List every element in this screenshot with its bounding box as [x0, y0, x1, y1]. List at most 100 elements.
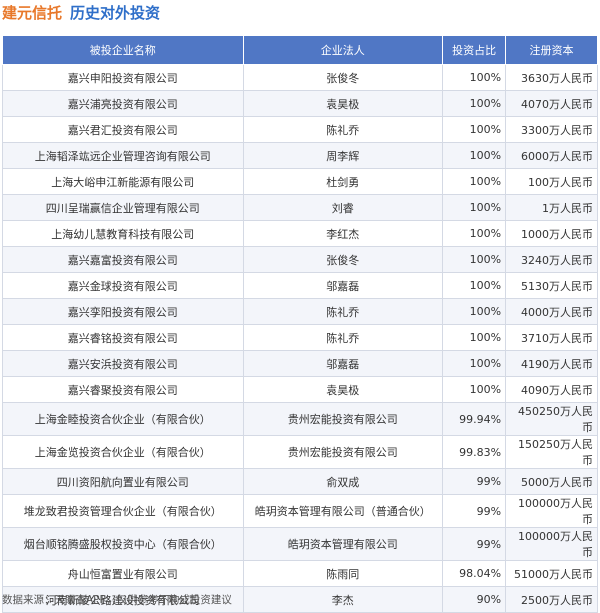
table-cell: 陈礼乔: [242, 116, 444, 143]
table-cell: 嘉兴安浜投资有限公司: [2, 350, 244, 377]
table-cell: 贵州宏能投资有限公司: [242, 402, 444, 436]
table-cell: 100%: [442, 376, 507, 403]
table-cell: 150250万人民币: [505, 435, 598, 469]
table-cell: 100%: [442, 272, 507, 299]
table-cell: 陈礼乔: [242, 298, 444, 325]
table-cell: 100%: [442, 246, 507, 273]
table-row: 嘉兴申阳投资有限公司 张俊冬 100% 3630万人民币: [2, 64, 598, 91]
table-cell: 4000万人民币: [505, 298, 598, 325]
table-cell: 烟台顺铭腾盛股权投资中心（有限合伙）: [2, 527, 244, 561]
table-cell: 贵州宏能投资有限公司: [242, 435, 444, 469]
table-cell: 100%: [442, 350, 507, 377]
table-cell: 上海大峪申江新能源有限公司: [2, 168, 244, 195]
table-cell: 陈雨同: [242, 560, 444, 587]
table-cell: 100%: [442, 324, 507, 351]
table-row: 嘉兴睿聚投资有限公司 袁昊极 100% 4090万人民币: [2, 376, 598, 403]
table-cell: 1000万人民币: [505, 220, 598, 247]
table-row: 嘉兴安浜投资有限公司 邬嘉磊 100% 4190万人民币: [2, 350, 598, 377]
table-cell: 舟山恒富置业有限公司: [2, 560, 244, 587]
table-cell: 4070万人民币: [505, 90, 598, 117]
table-row: 上海大峪申江新能源有限公司 杜剑勇 100% 100万人民币: [2, 168, 598, 195]
table-cell: 99%: [442, 527, 507, 561]
table-cell: 100万人民币: [505, 168, 598, 195]
table-cell: 1万人民币: [505, 194, 598, 221]
table-cell: 99%: [442, 494, 507, 528]
table-cell: 张俊冬: [242, 246, 444, 273]
column-header: 企业法人: [242, 35, 444, 65]
table-cell: 上海韬泽竑远企业管理咨询有限公司: [2, 142, 244, 169]
header-row: 被投企业名称 企业法人 投资占比 注册资本: [2, 35, 598, 65]
table-cell: 100%: [442, 298, 507, 325]
table-cell: 李杰: [242, 586, 444, 613]
table-cell: 5000万人民币: [505, 468, 598, 495]
table-cell: 嘉兴嘉富投资有限公司: [2, 246, 244, 273]
table-cell: 98.04%: [442, 560, 507, 587]
table-row: 上海幼儿慧教育科技有限公司 李红杰 100% 1000万人民币: [2, 220, 598, 247]
table-row: 嘉兴嘉富投资有限公司 张俊冬 100% 3240万人民币: [2, 246, 598, 273]
table-cell: 上海金览投资合伙企业（有限合伙）: [2, 435, 244, 469]
table-cell: 100%: [442, 220, 507, 247]
table-cell: 邬嘉磊: [242, 350, 444, 377]
table-cell: 4190万人民币: [505, 350, 598, 377]
table-cell: 2500万人民币: [505, 586, 598, 613]
table-cell: 袁昊极: [242, 90, 444, 117]
table-cell: 100%: [442, 168, 507, 195]
table-row: 四川呈瑞赢信企业管理有限公司 刘睿 100% 1万人民币: [2, 194, 598, 221]
table-row: 烟台顺铭腾盛股权投资中心（有限合伙） 皓玥资本管理有限公司 99% 100000万人民…: [2, 527, 598, 561]
table-cell: 上海金睦投资合伙企业（有限合伙）: [2, 402, 244, 436]
table-cell: 嘉兴浦亮投资有限公司: [2, 90, 244, 117]
table-row: 舟山恒富置业有限公司 陈雨同 98.04% 51000万人民币: [2, 560, 598, 587]
table-cell: 堆龙致君投资管理合伙企业（有限合伙）: [2, 494, 244, 528]
table-cell: 100000万人民币: [505, 494, 598, 528]
table-cell: 张俊冬: [242, 64, 444, 91]
table-cell: 5130万人民币: [505, 272, 598, 299]
table-cell: 6000万人民币: [505, 142, 598, 169]
brand: 建元信托: [2, 4, 63, 22]
table-cell: 刘睿: [242, 194, 444, 221]
table-cell: 99%: [442, 468, 507, 495]
table-row: 嘉兴君汇投资有限公司 陈礼乔 100% 3300万人民币: [2, 116, 598, 143]
table-cell: 上海幼儿慧教育科技有限公司: [2, 220, 244, 247]
table-cell: 嘉兴金球投资有限公司: [2, 272, 244, 299]
table-cell: 100%: [442, 194, 507, 221]
table-row: 堆龙致君投资管理合伙企业（有限合伙） 皓玥资本管理有限公司（普通合伙） 99% 100…: [2, 494, 598, 528]
table-cell: 皓玥资本管理有限公司（普通合伙）: [242, 494, 444, 528]
table-cell: 100%: [442, 142, 507, 169]
table-cell: 3710万人民币: [505, 324, 598, 351]
table-cell: 俞双成: [242, 468, 444, 495]
table-row: 嘉兴孪阳投资有限公司 陈礼乔 100% 4000万人民币: [2, 298, 598, 325]
table-cell: 3300万人民币: [505, 116, 598, 143]
title: 历史对外投资: [70, 4, 161, 22]
column-header: 注册资本: [505, 35, 598, 65]
table-cell: 杜剑勇: [242, 168, 444, 195]
table-row: 四川资阳航向置业有限公司 俞双成 99% 5000万人民币: [2, 468, 598, 495]
source-note: 数据来源：天眼查APP，仅供参考不构成投资建议: [2, 594, 232, 606]
table-cell: 陈礼乔: [242, 324, 444, 351]
table-cell: 四川呈瑞赢信企业管理有限公司: [2, 194, 244, 221]
table-cell: 4090万人民币: [505, 376, 598, 403]
table-cell: 嘉兴睿聚投资有限公司: [2, 376, 244, 403]
table-cell: 99.83%: [442, 435, 507, 469]
table-row: 上海金睦投资合伙企业（有限合伙） 贵州宏能投资有限公司 99.94% 450250万人…: [2, 402, 598, 436]
table-cell: 3240万人民币: [505, 246, 598, 273]
table-cell: 100%: [442, 64, 507, 91]
table-cell: 450250万人民币: [505, 402, 598, 436]
table-cell: 99.94%: [442, 402, 507, 436]
table-cell: 嘉兴申阳投资有限公司: [2, 64, 244, 91]
header: 建元信托 历史对外投资: [2, 0, 160, 28]
table-cell: 四川资阳航向置业有限公司: [2, 468, 244, 495]
table-row: 上海金览投资合伙企业（有限合伙） 贵州宏能投资有限公司 99.83% 150250万人…: [2, 435, 598, 469]
table-cell: 嘉兴睿铭投资有限公司: [2, 324, 244, 351]
table-cell: 51000万人民币: [505, 560, 598, 587]
table-cell: 100%: [442, 116, 507, 143]
table-cell: 嘉兴孪阳投资有限公司: [2, 298, 244, 325]
table-row: 上海韬泽竑远企业管理咨询有限公司 周李辉 100% 6000万人民币: [2, 142, 598, 169]
table-cell: 90%: [442, 586, 507, 613]
investment-table: 被投企业名称 企业法人 投资占比 注册资本 嘉兴申阳投资有限公司 张俊冬 100% 3630…: [2, 35, 598, 613]
table-cell: 周李辉: [242, 142, 444, 169]
table-row: 嘉兴浦亮投资有限公司 袁昊极 100% 4070万人民币: [2, 90, 598, 117]
table-cell: 100000万人民币: [505, 527, 598, 561]
table-row: 嘉兴睿铭投资有限公司 陈礼乔 100% 3710万人民币: [2, 324, 598, 351]
table-cell: 皓玥资本管理有限公司: [242, 527, 444, 561]
table-cell: 袁昊极: [242, 376, 444, 403]
